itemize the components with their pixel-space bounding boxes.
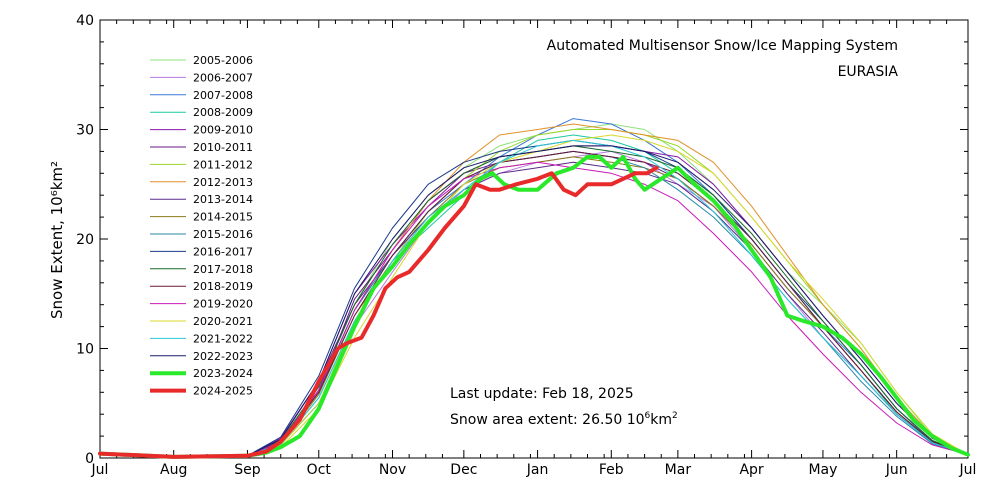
legend-label: 2022-2023	[193, 350, 253, 363]
x-tick-label: Jul	[959, 462, 977, 478]
chart-title: Automated Multisensor Snow/Ice Mapping S…	[547, 38, 898, 54]
legend-label: 2016-2017	[193, 245, 253, 258]
legend-label: 2005-2006	[193, 54, 253, 67]
y-tick-label: 10	[76, 342, 94, 358]
snow-area-unit: km	[650, 412, 672, 428]
plot-axes: 0 10 20 30 40 Jul Aug Sep Oct Nov Dec Jan Feb Mar Apr M…	[76, 13, 976, 478]
y-tick-label: 40	[76, 13, 94, 29]
legend-label: 2021-2022	[193, 332, 253, 345]
snow-area-extent-text: Snow area extent: 26.50 106km2	[450, 411, 678, 428]
series-line-2022-2023	[99, 145, 969, 458]
legend-label: 2007-2008	[193, 89, 253, 102]
x-tick-label: May	[808, 462, 837, 478]
x-tick-label: Nov	[379, 462, 406, 478]
series-line-2021-2022	[99, 139, 969, 458]
series-lines	[98, 118, 970, 459]
x-tick-label: Oct	[307, 462, 332, 478]
y-tick-label: 0	[85, 451, 94, 467]
x-tick-label: Aug	[160, 462, 187, 478]
legend-label: 2014-2015	[193, 211, 253, 224]
chart-subtitle: EURASIA	[838, 64, 899, 80]
snow-area-unit-sup: 2	[672, 411, 678, 421]
series-line-2024-2025	[98, 165, 659, 459]
snow-area-sup: 6	[645, 411, 651, 421]
y-tick-label: 30	[76, 123, 94, 139]
legend-label: 2015-2016	[193, 228, 253, 241]
legend-label: 2018-2019	[193, 280, 253, 293]
x-tick-label: Feb	[599, 462, 624, 478]
legend-label: 2024-2025	[193, 385, 253, 398]
x-tick-label: Jun	[885, 462, 908, 478]
legend-label: 2023-2024	[193, 367, 253, 380]
x-tick-label: Mar	[665, 462, 692, 478]
legend-label: 2013-2014	[193, 193, 253, 206]
x-tick-label: Sep	[234, 462, 261, 478]
legend-label: 2011-2012	[193, 158, 253, 171]
x-tick-label: Jul	[91, 462, 109, 478]
legend-label: 2010-2011	[193, 141, 253, 154]
legend-label: 2008-2009	[193, 106, 253, 119]
legend-label: 2009-2010	[193, 124, 253, 137]
legend-label: 2012-2013	[193, 176, 253, 189]
y-tick-label: 20	[76, 232, 94, 248]
legend-label: 2020-2021	[193, 315, 253, 328]
snow-area-prefix: Snow area extent: 26.50 10	[450, 412, 645, 428]
legend-label: 2017-2018	[193, 263, 253, 276]
x-tick-label: Apr	[739, 462, 763, 478]
legend-label: 2019-2020	[193, 298, 253, 311]
legend: 2005-2006 2006-2007 2007-2008 2008-2009 2009…	[150, 54, 253, 398]
last-update-text: Last update: Feb 18, 2025	[450, 386, 634, 402]
x-tick-label: Jan	[526, 462, 549, 478]
x-tick-label: Dec	[450, 462, 477, 478]
y-axis-label: Snow Extent, 10⁶km²	[48, 161, 66, 319]
legend-label: 2006-2007	[193, 71, 253, 84]
